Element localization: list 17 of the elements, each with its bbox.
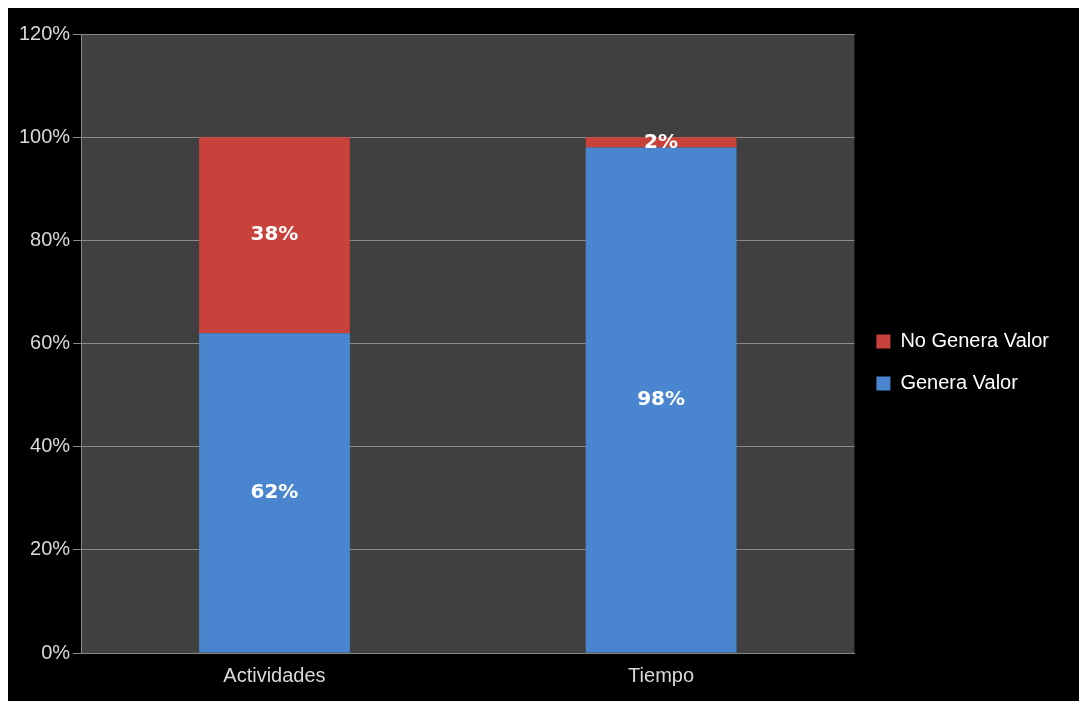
y-tick-label: 20%	[30, 537, 71, 560]
y-tick-label: 100%	[19, 124, 71, 147]
legend-label: Genera Valor	[900, 371, 1019, 394]
y-tick-label: 40%	[30, 434, 71, 457]
y-tick-label: 60%	[30, 331, 71, 354]
x-tick-label: Tiempo	[628, 663, 695, 686]
bar	[199, 137, 350, 334]
bar	[585, 147, 737, 653]
x-tick-label: Actividades	[223, 663, 326, 686]
legend-label: No Genera Valor	[900, 329, 1050, 352]
y-tick-label: 120%	[19, 21, 71, 44]
data-label: 38%	[250, 221, 299, 246]
y-tick-label: 0%	[41, 640, 71, 663]
bar	[199, 333, 350, 653]
data-label: 98%	[637, 386, 686, 411]
y-tick-label: 80%	[30, 227, 71, 250]
data-label: 62%	[250, 479, 299, 504]
